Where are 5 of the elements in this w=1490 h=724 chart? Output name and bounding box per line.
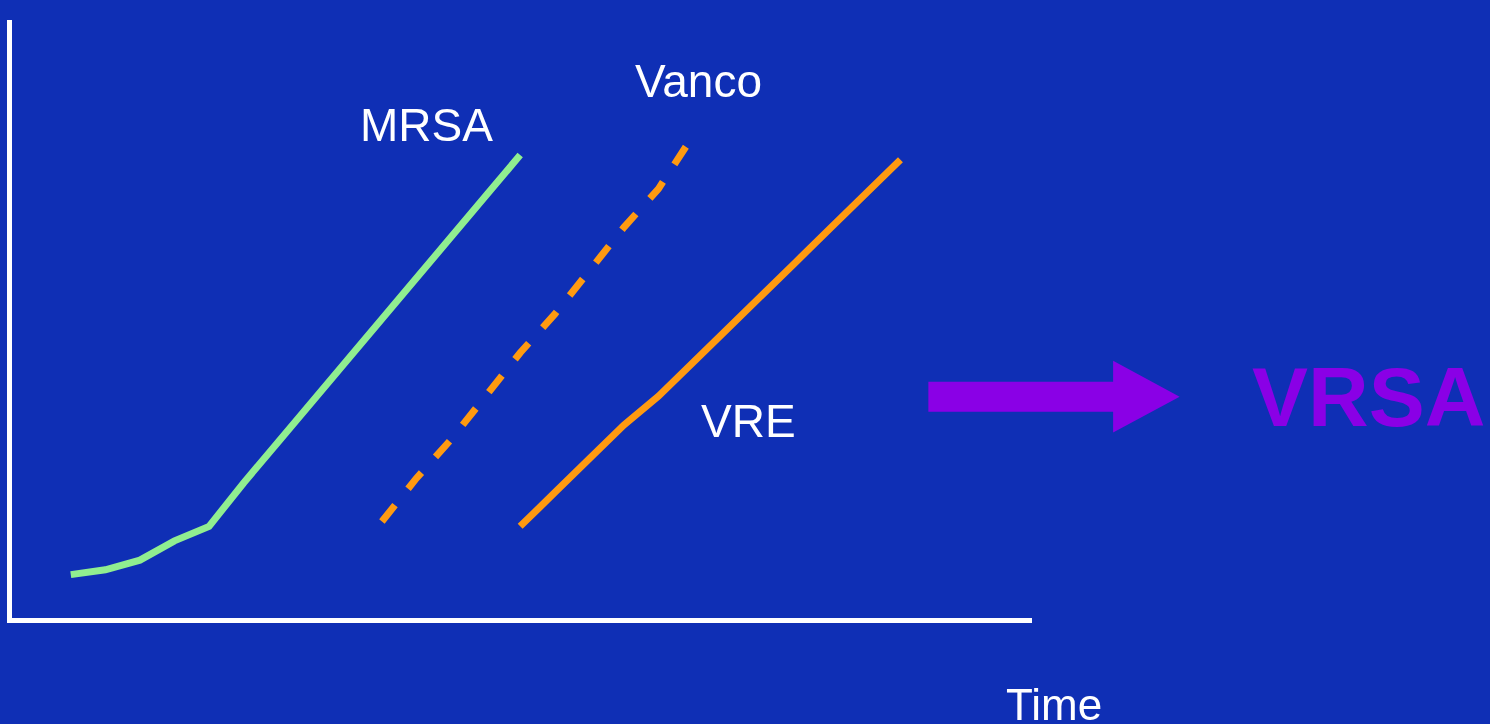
series-label: Vanco	[635, 55, 763, 107]
series-label: VRE	[701, 395, 796, 447]
x-axis-title: Time	[1006, 680, 1103, 724]
series-label: MRSA	[360, 99, 494, 151]
text: VRSA	[1252, 350, 1486, 444]
